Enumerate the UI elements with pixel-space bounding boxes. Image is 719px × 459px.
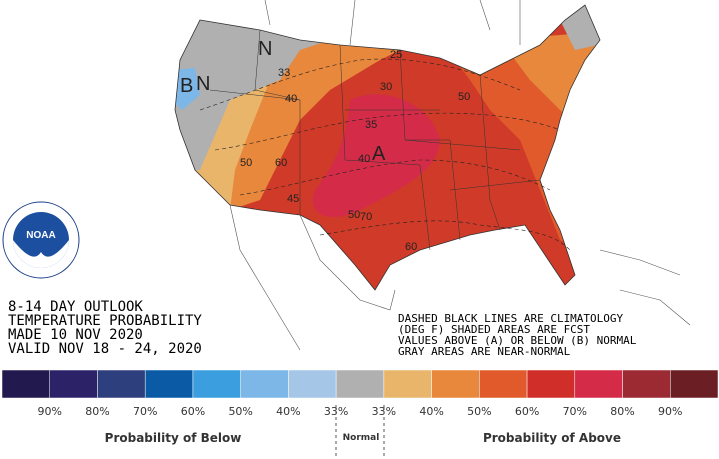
- contour-label: 50: [240, 157, 252, 169]
- header-line: MADE 10 NOV 2020: [8, 327, 143, 343]
- legend-swatch: [622, 369, 671, 399]
- legend-swatch: [670, 369, 719, 399]
- legend-swatch: [49, 369, 98, 399]
- legend-swatch: [383, 369, 432, 399]
- legend-swatch: [240, 369, 289, 399]
- legend-swatch: [144, 369, 194, 399]
- legend-swatch: [192, 369, 241, 399]
- contour-label: 60: [275, 157, 287, 169]
- legend-tick: 50%: [467, 405, 491, 418]
- note-line: GRAY AREAS ARE NEAR-NORMAL: [398, 345, 571, 358]
- legend-tick: 60%: [515, 405, 539, 418]
- legend: 90% 80% 70% 60% 50% 40% 33% 33% 40% 50% 60% 70% 80% 9…: [1, 369, 719, 418]
- contour-label: 40: [358, 153, 370, 165]
- legend-swatch: [288, 369, 337, 399]
- shaded-areas: [175, 5, 600, 290]
- map-label: A: [372, 143, 386, 165]
- legend-tick: 90%: [38, 405, 62, 418]
- header-line: TEMPERATURE PROBABILITY: [8, 313, 202, 329]
- contour-label: 40: [285, 93, 297, 105]
- legend-tick: 50%: [228, 405, 252, 418]
- svg-text:NOAA: NOAA: [26, 230, 55, 241]
- note-line: (DEG F) SHADED AREAS ARE FCST: [398, 323, 590, 336]
- contour-label: 33: [278, 67, 290, 79]
- legend-tick: 90%: [658, 405, 682, 418]
- mexico-canada-lines: [229, 0, 691, 351]
- contour-label: 45: [287, 193, 299, 205]
- header-line: 8-14 DAY OUTLOOK: [8, 299, 143, 315]
- contour-label: 50: [458, 91, 470, 103]
- legend-tick: 40%: [276, 405, 300, 418]
- map-label: N: [258, 38, 272, 60]
- legend-swatch: [431, 369, 480, 399]
- legend-swatch: [97, 369, 146, 399]
- legend-tick: 60%: [181, 405, 205, 418]
- note-line: DASHED BLACK LINES ARE CLIMATOLOGY: [398, 312, 624, 325]
- note-line: VALUES ABOVE (A) OR BELOW (B) NORMAL: [398, 334, 637, 347]
- noaa-logo: NOAA: [2, 201, 80, 279]
- legend-tick: 70%: [563, 405, 587, 418]
- legend-swatch: [574, 369, 623, 399]
- map-label: B: [180, 75, 193, 97]
- below-label: Probability of Below: [105, 431, 242, 445]
- contour-label: 50: [348, 209, 360, 221]
- us-outline: [174, 4, 601, 291]
- contour-label: 30: [380, 81, 392, 93]
- legend-swatch: [1, 369, 50, 399]
- legend-swatch: [479, 369, 528, 399]
- above-label: Probability of Above: [483, 431, 621, 445]
- contour-label: 70: [360, 211, 372, 223]
- map-label: N: [196, 73, 210, 95]
- climatology-lines: [199, 58, 571, 251]
- legend-tick: 80%: [85, 405, 109, 418]
- contour-label: 35: [365, 119, 377, 131]
- legend-swatch: [335, 369, 385, 399]
- state-lines: [209, 29, 541, 251]
- legend-tick: 70%: [133, 405, 157, 418]
- legend-tick: 80%: [610, 405, 634, 418]
- header-line: VALID NOV 18 - 24, 2020: [8, 341, 202, 357]
- contour-label: 25: [390, 49, 402, 61]
- legend-swatch: [526, 369, 576, 399]
- contour-label: 60: [405, 241, 417, 253]
- normal-label: Normal: [343, 433, 380, 443]
- legend-tick: 40%: [419, 405, 443, 418]
